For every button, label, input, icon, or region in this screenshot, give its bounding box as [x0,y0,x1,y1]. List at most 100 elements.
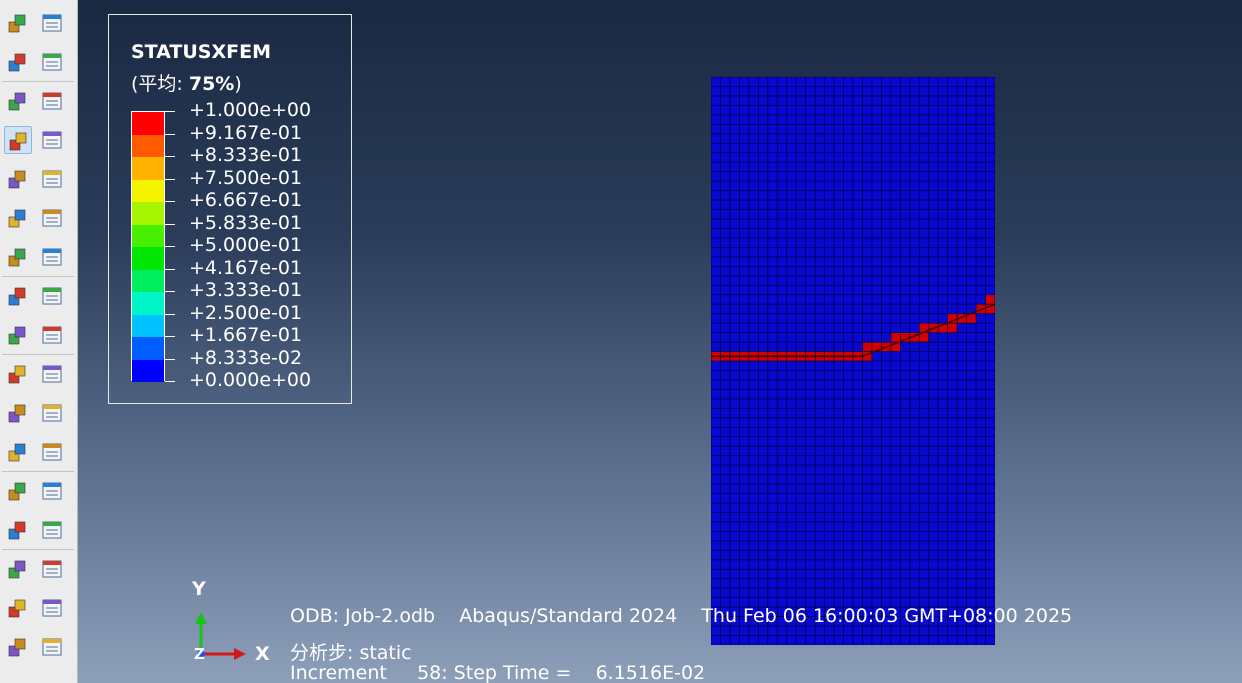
arrow-plot-button[interactable] [4,48,32,76]
path-icon [8,443,26,462]
xy-data-icon [8,404,26,423]
contour-options-icon [42,131,62,149]
symbol-options-button[interactable] [38,165,66,193]
create-field-output-button[interactable] [4,633,32,661]
legend-tick [165,178,175,180]
legend-label: +3.333e-01 [189,279,303,301]
cracked-element [900,332,910,343]
stream-button[interactable] [4,594,32,622]
cracked-element [919,332,929,343]
stream-icon [8,599,26,618]
cracked-element [938,323,948,333]
ply-numbering-button[interactable] [4,9,32,37]
legend-label: +2.500e-01 [189,301,303,324]
query-button[interactable] [4,555,32,583]
animate-scale-button[interactable] [4,282,32,310]
stream-manager-button[interactable] [38,594,66,622]
xy-data-manager-icon [42,404,62,422]
orientation-options-button[interactable] [38,204,66,232]
query-manager-button[interactable] [38,555,66,583]
superimpose-button[interactable] [4,243,32,271]
xy-plot-icon [42,443,62,461]
cracked-element [947,313,958,324]
contour-stack-icon [42,53,62,71]
cracked-element [985,294,995,305]
mesh-grid [710,76,996,646]
legend-swatch [132,359,164,382]
material-orientation-button[interactable] [4,204,32,232]
model-mesh[interactable] [710,76,996,649]
contour-plot-button[interactable] [4,126,32,154]
legend-tick [165,223,175,225]
display-group-manager-icon [42,482,62,500]
material-orientation-icon [8,209,26,228]
cracked-element [947,323,958,333]
legend-label: +0.000e+00 [189,369,312,391]
xy-plot-button[interactable] [38,438,66,466]
view-cut-icon [8,365,26,384]
legend-tick [165,313,175,315]
contour-options-button[interactable] [38,126,66,154]
legend-label: +7.500e-01 [189,166,303,189]
view-cut-button[interactable] [4,360,32,388]
deformed-shape-button[interactable] [38,87,66,115]
contour-stack-button[interactable] [38,48,66,76]
legend-swatch [132,269,164,292]
overlay-plot-button[interactable] [4,516,32,544]
animation-options-button[interactable] [38,321,66,349]
animate-time-icon [42,287,62,305]
animation-options-icon [42,326,62,344]
query-icon [8,560,26,579]
legend-tick [165,111,175,112]
z-axis-dot [197,650,205,658]
step-info-line: 分析步: static [290,642,412,664]
legend-swatch [132,247,164,270]
view-cut-manager-button[interactable] [38,360,66,388]
legend-swatch [132,314,164,337]
superimpose-options-button[interactable] [38,243,66,271]
overlay-manager-icon [42,521,62,539]
cracked-element [919,323,929,333]
undeformed-shape-icon [8,92,26,111]
field-output-manager-button[interactable] [38,633,66,661]
legend-swatch [132,112,164,135]
display-group-button[interactable] [4,477,32,505]
legend-label: +1.000e+00 [189,99,312,121]
path-button[interactable] [4,438,32,466]
arrow-plot-icon [8,53,26,72]
legend-label: +8.333e-01 [189,144,303,166]
display-group-manager-button[interactable] [38,477,66,505]
animate-harmonic-button[interactable] [4,321,32,349]
xy-data-button[interactable] [4,399,32,427]
superimpose-options-icon [42,248,62,266]
symbol-options-icon [42,170,62,188]
coordinate-triad [195,612,246,660]
superimpose-icon [8,248,26,267]
query-manager-icon [42,560,62,578]
animate-time-button[interactable] [38,282,66,310]
overlay-manager-button[interactable] [38,516,66,544]
legend-label: +1.667e-01 [189,324,303,346]
cracked-element [862,342,872,352]
animate-harmonic-icon [8,326,26,345]
legend-label: +5.000e-01 [189,234,303,256]
undeformed-shape-button[interactable] [4,87,32,115]
contour-legend: STATUSXFEM (平均: 75%) +1.000e+00 +9.167e-0… [108,14,352,404]
legend-swatch [132,134,164,157]
legend-label: +5.833e-01 [189,211,303,234]
legend-tick [165,133,175,135]
cracked-element [966,313,977,324]
viewport[interactable]: STATUSXFEM (平均: 75%) +1.000e+00 +9.167e-0… [78,0,1242,683]
animate-scale-icon [8,287,26,306]
field-output-manager-icon [42,638,62,656]
xy-data-manager-button[interactable] [38,399,66,427]
legend-swatch [132,157,164,180]
legend-tick [165,336,175,337]
cracked-element [862,351,872,361]
toolbox [0,0,78,683]
symbol-plot-button[interactable] [4,165,32,193]
deformed-shape-icon [42,92,62,110]
legend-tick [165,358,175,360]
ply-stack-button[interactable] [38,9,66,37]
legend-tick [165,268,175,270]
